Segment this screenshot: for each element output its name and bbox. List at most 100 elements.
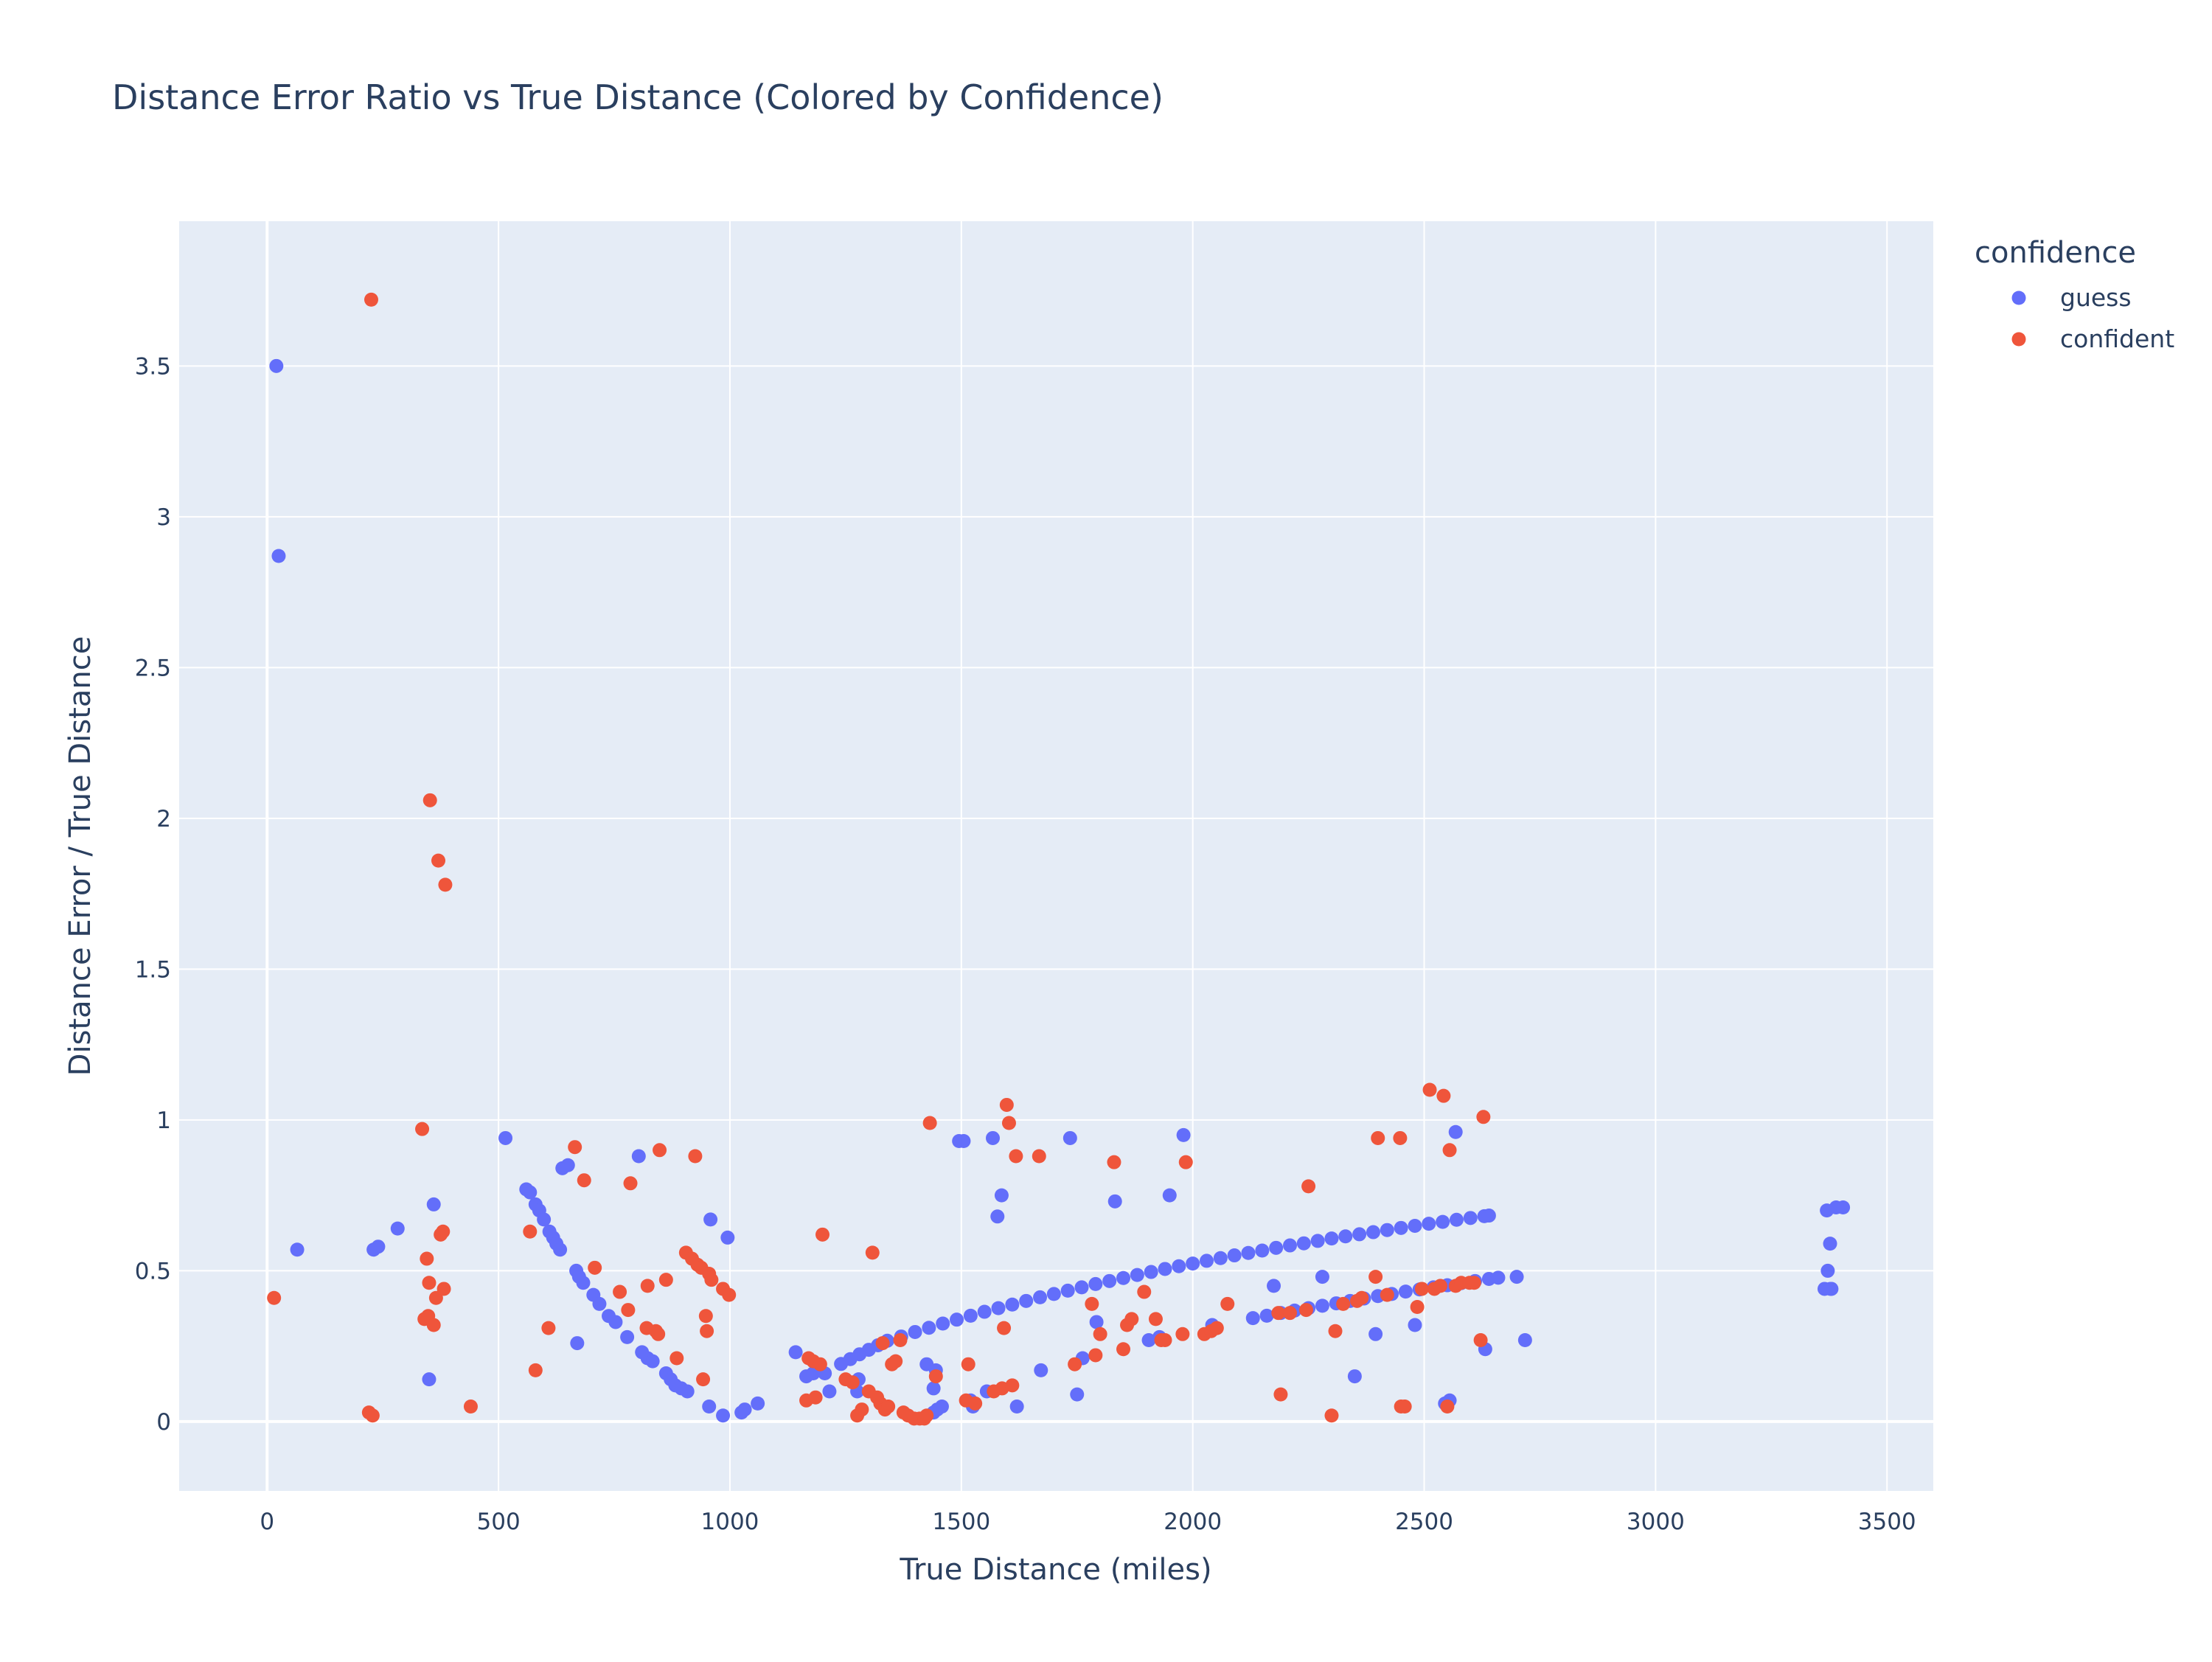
data-point (431, 853, 446, 868)
data-point (1259, 1308, 1274, 1323)
data-point (1282, 1238, 1297, 1253)
data-point (698, 1309, 713, 1324)
data-point (1093, 1327, 1107, 1341)
data-point (271, 549, 286, 563)
data-point (1836, 1200, 1851, 1215)
data-point (1178, 1155, 1193, 1169)
legend-label-guess: guess (2060, 283, 2132, 312)
data-point (1442, 1143, 1457, 1158)
data-point (1269, 1240, 1284, 1255)
data-point (560, 1158, 575, 1172)
data-point (1273, 1387, 1288, 1402)
data-point (621, 1303, 636, 1318)
data-point (371, 1239, 386, 1254)
legend-items: guess confident (2011, 283, 2174, 353)
legend-label-confident: confident (2060, 324, 2174, 353)
data-point (1245, 1311, 1260, 1326)
data-point (822, 1384, 837, 1399)
data-point (997, 1321, 1012, 1335)
data-point (1107, 1155, 1121, 1169)
data-point (1449, 1212, 1464, 1227)
data-point (1033, 1290, 1048, 1304)
data-point (950, 1312, 964, 1327)
data-point (1380, 1287, 1394, 1302)
data-point (977, 1304, 992, 1319)
data-point (1408, 1218, 1422, 1233)
data-point (620, 1329, 635, 1344)
data-point (1175, 1327, 1190, 1341)
data-point (1116, 1270, 1131, 1285)
data-point (422, 1276, 437, 1290)
data-point (1473, 1332, 1488, 1347)
data-point (1296, 1236, 1311, 1251)
legend-title: confidence (1975, 236, 2136, 270)
data-point (1255, 1243, 1270, 1258)
data-point (1324, 1231, 1339, 1246)
data-point (1422, 1082, 1437, 1097)
data-point (1820, 1263, 1835, 1278)
x-tick-label: 1500 (932, 1509, 990, 1535)
x-tick-label: 2500 (1395, 1509, 1453, 1535)
data-point (1366, 1225, 1380, 1239)
data-point (1408, 1318, 1422, 1332)
data-point (498, 1130, 513, 1145)
data-point (1301, 1179, 1316, 1194)
data-point (1467, 1276, 1481, 1290)
data-point (1200, 1254, 1214, 1268)
data-point (1336, 1296, 1351, 1311)
data-point (990, 1209, 1005, 1224)
x-tick-label: 2000 (1164, 1509, 1222, 1535)
data-point (658, 1273, 673, 1287)
data-point (815, 1227, 830, 1242)
data-point (1227, 1248, 1242, 1263)
data-point (523, 1185, 538, 1200)
data-point (808, 1390, 823, 1405)
data-point (722, 1287, 737, 1302)
data-point (541, 1321, 556, 1335)
data-point (1410, 1299, 1425, 1314)
data-point (1371, 1130, 1385, 1145)
data-point (704, 1273, 719, 1287)
data-point (1517, 1332, 1532, 1347)
data-point (936, 1316, 950, 1331)
data-point (1368, 1327, 1383, 1341)
data-point (1347, 1369, 1362, 1384)
data-point (1310, 1234, 1325, 1248)
data-point (631, 1149, 646, 1164)
data-point (365, 1408, 380, 1423)
data-point (1074, 1280, 1089, 1295)
data-point (1271, 1306, 1286, 1321)
data-point (651, 1327, 666, 1341)
data-point (1213, 1251, 1228, 1265)
data-point (1019, 1293, 1034, 1308)
data-point (1001, 1116, 1016, 1130)
data-point (1102, 1273, 1117, 1288)
data-point (702, 1399, 717, 1414)
data-point (1394, 1220, 1408, 1235)
data-point (922, 1321, 936, 1335)
data-point (623, 1176, 638, 1191)
data-point (1141, 1332, 1156, 1347)
data-point (577, 1173, 591, 1188)
data-point (688, 1149, 703, 1164)
data-point (934, 1399, 949, 1414)
data-point (1824, 1282, 1839, 1296)
data-point (576, 1276, 591, 1290)
data-point (1162, 1188, 1177, 1203)
data-point (1148, 1312, 1163, 1327)
x-tick-label: 1000 (701, 1509, 759, 1535)
y-tick-label: 0 (156, 1409, 171, 1436)
data-point (1005, 1297, 1020, 1312)
data-point (390, 1221, 405, 1236)
data-point (1137, 1284, 1152, 1299)
data-point (1338, 1229, 1353, 1244)
data-point (537, 1212, 552, 1227)
data-point (1823, 1237, 1837, 1251)
data-point (568, 1140, 582, 1155)
data-point (1422, 1217, 1436, 1231)
legend: confidence guess confident (1975, 236, 2174, 353)
data-point (1070, 1387, 1085, 1402)
data-point (608, 1315, 623, 1329)
data-point (645, 1354, 660, 1369)
